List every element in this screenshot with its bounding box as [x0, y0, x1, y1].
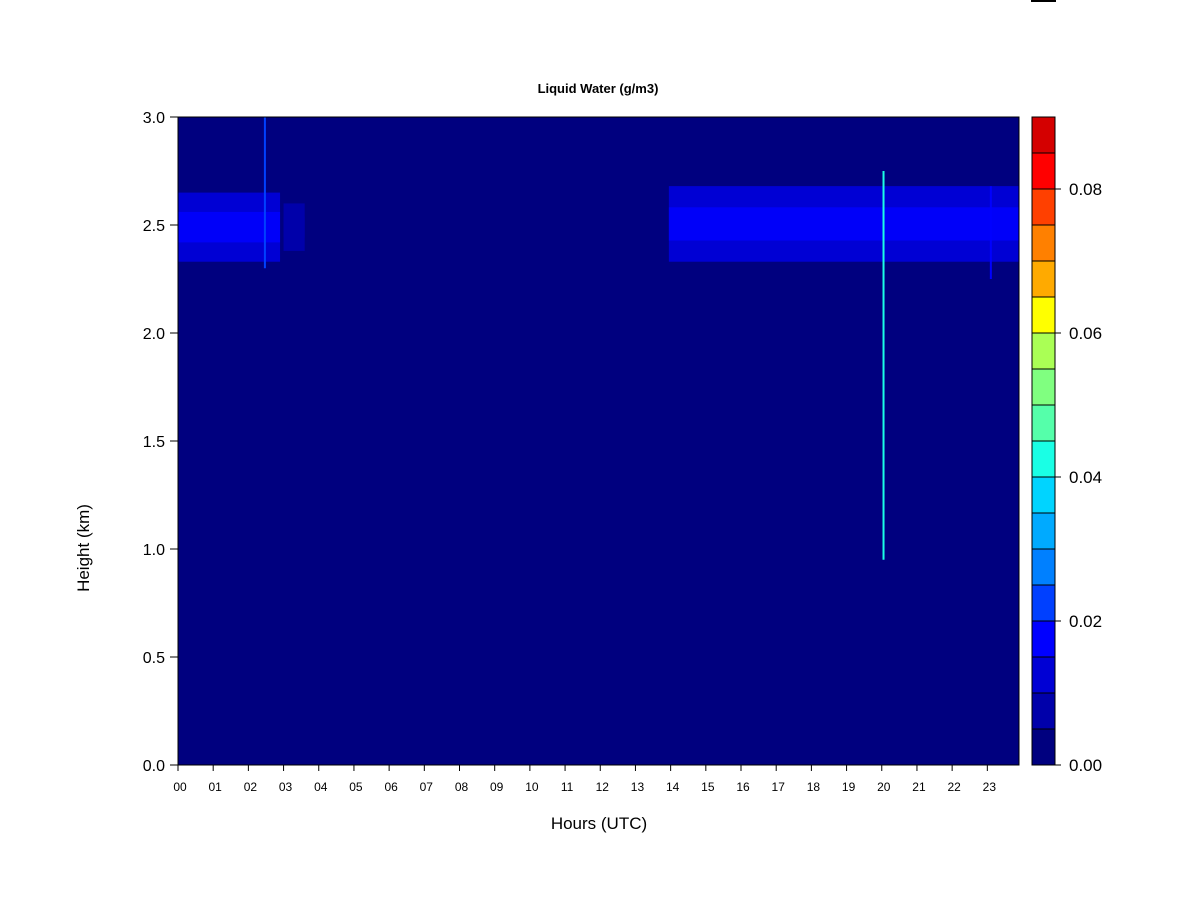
colorbar-tick-label: 0.00: [1069, 756, 1102, 775]
colorbar-segment: [1031, 296, 1056, 334]
colorbar: 0.00 0.02 0.04 0.06 0.08: [1031, 116, 1102, 775]
x-tick-label: 16: [736, 780, 750, 794]
plot-area: [177, 116, 1020, 766]
x-tick-label: 12: [596, 780, 610, 794]
colorbar-tick-label: 0.06: [1069, 324, 1102, 343]
x-tick-label: 09: [490, 780, 504, 794]
x-tick-label: 14: [666, 780, 680, 794]
y-tick-label: 2.5: [143, 218, 165, 235]
colorbar-segment: [1031, 188, 1056, 226]
colorbar-segment: [1031, 476, 1056, 514]
colorbar-segment: [1031, 584, 1056, 622]
x-tick-label: 03: [279, 780, 293, 794]
y-axis: 0.0 0.5 1.0 1.5 2.0 2.5 3.0: [143, 110, 179, 775]
x-tick-label: 20: [877, 780, 891, 794]
y-tick-label: 0.0: [143, 758, 165, 775]
colorbar-segment: [1031, 332, 1056, 370]
x-tick-label: 05: [349, 780, 363, 794]
colorbar-segment: [1031, 728, 1056, 766]
colorbar-segment: [1031, 260, 1056, 298]
colorbar-segment: [1031, 116, 1056, 154]
x-tick-label: 04: [314, 780, 328, 794]
y-tick-label: 1.0: [143, 542, 165, 559]
colorbar-segment: [1031, 512, 1056, 550]
chart-title: Liquid Water (g/m3): [538, 81, 659, 96]
y-tick-label: 0.5: [143, 650, 165, 667]
x-tick-label: 11: [561, 780, 574, 794]
x-tick-label: 00: [173, 780, 187, 794]
x-tick-label: 18: [807, 780, 821, 794]
x-tick-label: 21: [912, 780, 926, 794]
colorbar-segment: [1031, 548, 1056, 586]
x-axis: 00 01 02 03 04 05 06 07 08 09 10 11 12 13 14 15 16 17 18 19…: [173, 764, 1019, 794]
x-tick-label: 17: [772, 780, 786, 794]
colorbar-segment: [1031, 656, 1056, 694]
colorbar-segment: [1031, 440, 1056, 478]
top-edge-mark: [1031, 0, 1056, 2]
cloud-core-2: [668, 207, 1019, 241]
x-tick-label: 08: [455, 780, 469, 794]
x-tick-label: 19: [842, 780, 856, 794]
colorbar-tick-label: 0.04: [1069, 468, 1102, 487]
x-tick-label: 13: [631, 780, 645, 794]
x-tick-label: 10: [525, 780, 539, 794]
colorbar-segment: [1031, 152, 1056, 190]
colorbar-tick-label: 0.02: [1069, 612, 1102, 631]
x-tick-label: 22: [947, 780, 961, 794]
colorbar-segment: [1031, 224, 1056, 262]
y-axis-label: Height (km): [74, 504, 93, 592]
x-tick-label: 07: [420, 780, 434, 794]
colorbar-tick-label: 0.08: [1069, 180, 1102, 199]
y-tick-label: 3.0: [143, 110, 165, 127]
x-tick-label: 01: [209, 780, 223, 794]
x-tick-label: 06: [384, 780, 398, 794]
x-axis-label: Hours (UTC): [551, 814, 647, 833]
x-tick-label: 02: [244, 780, 258, 794]
cloud-core-0: [178, 211, 281, 243]
cloud-core-1: [283, 216, 305, 238]
colorbar-segment: [1031, 368, 1056, 406]
x-tick-label: 15: [701, 780, 715, 794]
y-tick-label: 1.5: [143, 434, 165, 451]
colorbar-segment: [1031, 620, 1056, 658]
y-tick-label: 2.0: [143, 326, 165, 343]
colorbar-segment: [1031, 692, 1056, 730]
x-tick-label: 23: [983, 780, 997, 794]
colorbar-segment: [1031, 404, 1056, 442]
